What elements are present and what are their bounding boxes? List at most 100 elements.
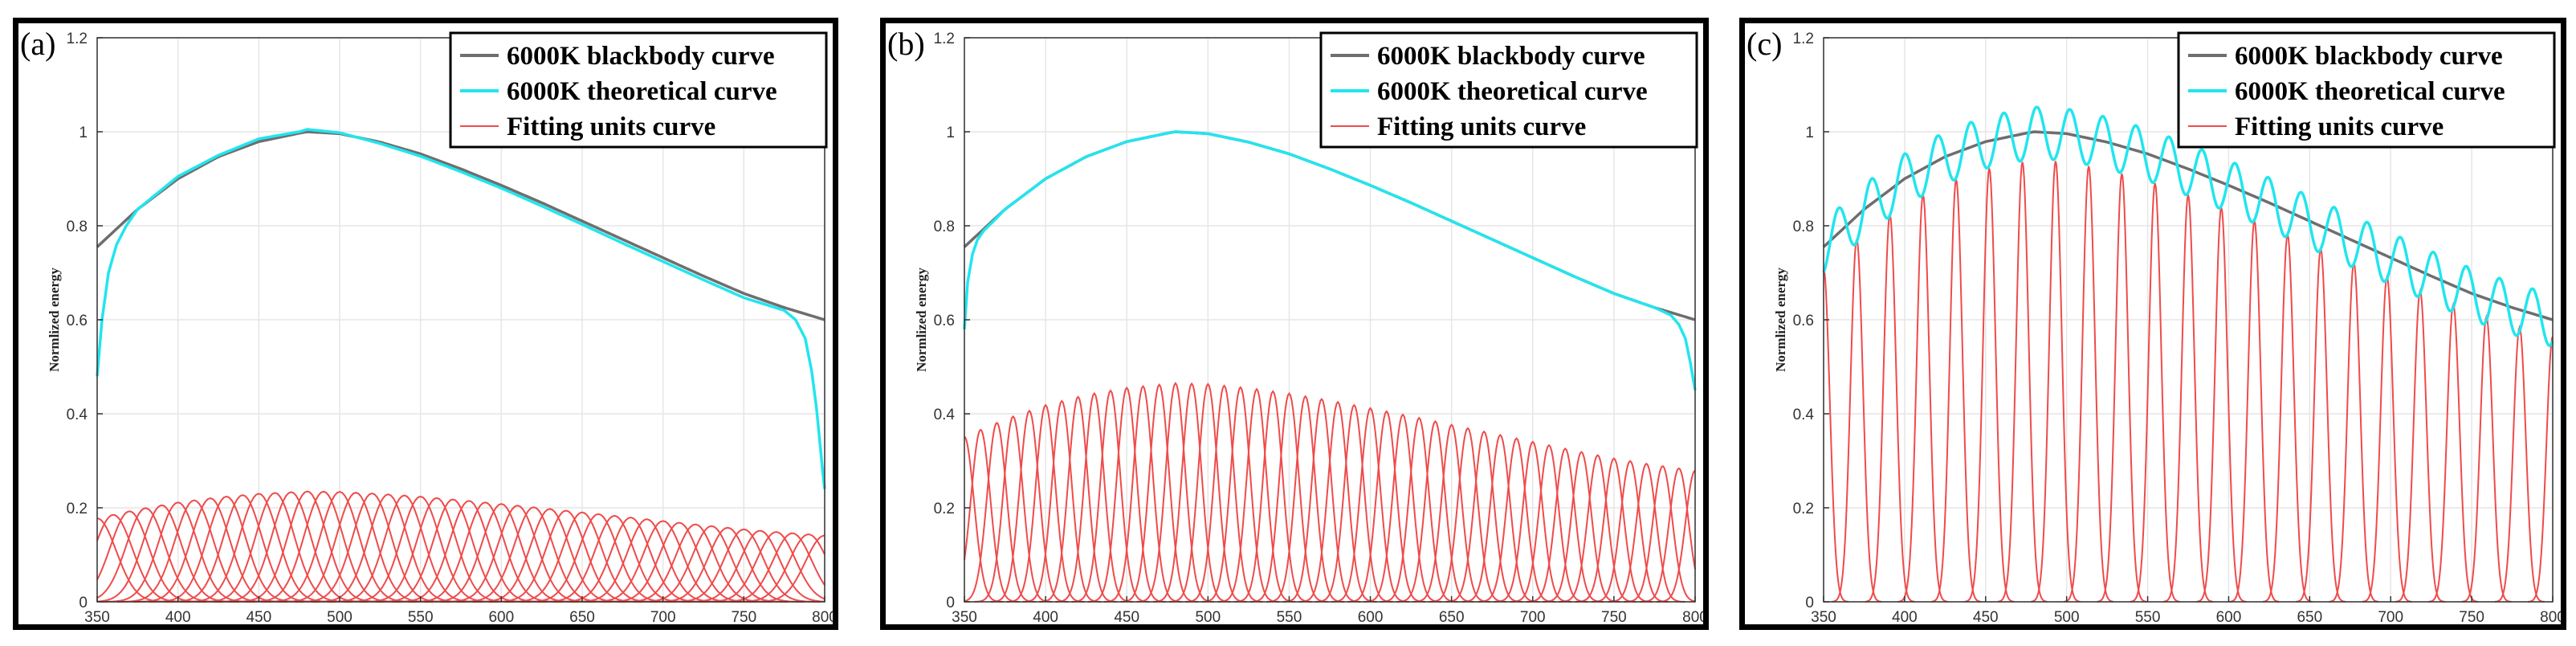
y-tick-label: 0.8 (67, 219, 88, 235)
fitting-unit-curve (1445, 430, 1523, 603)
fitting-unit-curve (521, 513, 675, 603)
fitting-unit-curve (2262, 234, 2313, 603)
y-tick-label: 1 (1805, 125, 1814, 141)
panel-label: (c) (1747, 26, 1783, 62)
fitting-unit-curve (263, 490, 417, 603)
fitting-unit-curve (214, 491, 369, 603)
x-tick-label: 350 (1811, 609, 1836, 624)
x-tick-label: 350 (952, 609, 977, 624)
fitting-unit-curve (1897, 194, 1948, 603)
fitting-unit-curve (133, 497, 287, 603)
fitting-unit-curve (181, 493, 336, 603)
fitting-unit-curve (1510, 444, 1588, 603)
fitting-unit-curve (489, 509, 643, 603)
fitting-unit-curve (2064, 166, 2114, 603)
x-tick-label: 600 (2216, 609, 2242, 624)
y-tick-label: 1.2 (1793, 31, 1814, 47)
y-tick-label: 0.4 (1793, 407, 1815, 423)
fitting-unit-curve (327, 494, 482, 603)
x-tick-label: 400 (165, 609, 191, 624)
fitting-unit-curve (1331, 407, 1409, 603)
fitting-unit-curve (990, 409, 1069, 603)
fitting-unit-curve (1656, 469, 1696, 603)
fitting-unit-curve (149, 495, 304, 603)
y-tick-label: 0 (1805, 595, 1814, 611)
fitting-unit-curve (392, 500, 546, 603)
fitting-unit-curve (2296, 245, 2346, 603)
fitting-unit-curve (1461, 433, 1539, 603)
fitting-unit-curve (165, 494, 320, 603)
x-tick-label: 450 (1114, 609, 1139, 624)
fitting-unit-curve (964, 428, 1020, 603)
y-tick-label: 0.2 (1793, 501, 1814, 517)
fitting-unit-curve (311, 493, 466, 603)
fitting-unit-curve (1832, 239, 1882, 603)
fitting-unit-curve (1823, 268, 1848, 603)
y-tick-label: 0 (946, 595, 955, 611)
panel-label: (b) (887, 26, 925, 62)
x-tick-label: 400 (1033, 609, 1058, 624)
fitting-unit-curve (2494, 325, 2545, 603)
x-tick-label: 800 (1682, 609, 1703, 624)
fitting-unit-curve (1429, 427, 1507, 603)
legend-label: 6000K blackbody curve (507, 42, 775, 71)
panel-a: (a) 350 400 450 500 550 600 650 700 750 800 0 0.2 0.… (13, 18, 838, 630)
fitting-unit-curve (2395, 288, 2445, 603)
x-tick-label: 750 (1601, 609, 1627, 624)
legend-label: Fitting units curve (507, 112, 715, 141)
fitting-unit-curve (2229, 220, 2280, 603)
fitting-unit-curve (198, 492, 353, 603)
y-tick-label: 0.6 (934, 313, 955, 329)
x-tick-label: 750 (2459, 609, 2484, 624)
fitting-unit-curve (964, 422, 1036, 603)
fitting-unit-curve (1640, 467, 1696, 603)
fitting-unit-curve (699, 531, 825, 603)
x-tick-label: 700 (1520, 609, 1546, 624)
fitting-unit-curve (279, 491, 433, 603)
fitting-unit-curve (618, 523, 772, 603)
y-tick-label: 0.2 (934, 501, 955, 517)
x-tick-label: 600 (488, 609, 514, 624)
y-tick-label: 0.8 (934, 219, 955, 235)
fitting-unit-curve (96, 510, 207, 603)
fitting-unit-curve (602, 521, 756, 603)
panel-b: (b) 350 400 450 500 550 600 650 700 750 800 0 0.2 0.… (880, 18, 1709, 630)
legend-label: Fitting units curve (2235, 112, 2444, 141)
fitting-unit-curve (472, 508, 627, 603)
y-axis-title: Normlized energy (1773, 268, 1788, 372)
fitting-unit-curve (1201, 386, 1279, 603)
fitting-unit-curve (230, 490, 385, 603)
fitting-unit-curve (1559, 454, 1636, 603)
chart-b: 350 400 450 500 550 600 650 700 750 800 0 0.2 0.4 0.6… (914, 31, 1703, 624)
fitting-unit-curve (1266, 395, 1344, 603)
x-tick-label: 700 (650, 609, 676, 624)
fitting-unit-curve (247, 490, 401, 603)
fitting-unit-curve (1234, 390, 1312, 603)
x-tick-label: 550 (1277, 609, 1302, 624)
fitting-unit-curve (732, 534, 825, 603)
fitting-unit-curve (2163, 194, 2213, 603)
x-tick-label: 700 (2378, 609, 2403, 624)
x-tick-label: 450 (246, 609, 271, 624)
x-tick-label: 650 (569, 609, 595, 624)
fitting-unit-curve (974, 415, 1052, 603)
x-tick-label: 400 (1892, 609, 1918, 624)
x-tick-label: 350 (84, 609, 110, 624)
y-tick-label: 0.4 (934, 407, 956, 423)
fitting-unit-curve (2362, 273, 2412, 603)
fitting-unit-curve (1526, 447, 1604, 603)
fitting-unit-curve (2196, 207, 2247, 603)
fitting-unit-curve (1347, 410, 1425, 603)
x-tick-label: 500 (327, 609, 353, 624)
fitting-unit-curve (2428, 301, 2479, 603)
fitting-unit-curve (1298, 400, 1377, 603)
fitting-unit-curve (2461, 314, 2512, 603)
x-tick-label: 550 (408, 609, 434, 624)
legend-label: 6000K theoretical curve (2235, 77, 2505, 106)
fitting-unit-curve (666, 528, 821, 603)
fitting-unit-curve (505, 511, 659, 603)
fitting-unit-curve (537, 514, 692, 603)
x-tick-label: 500 (1195, 609, 1221, 624)
fitting-unit-curve (1865, 214, 1915, 603)
fitting-unit-curve (1315, 403, 1393, 603)
